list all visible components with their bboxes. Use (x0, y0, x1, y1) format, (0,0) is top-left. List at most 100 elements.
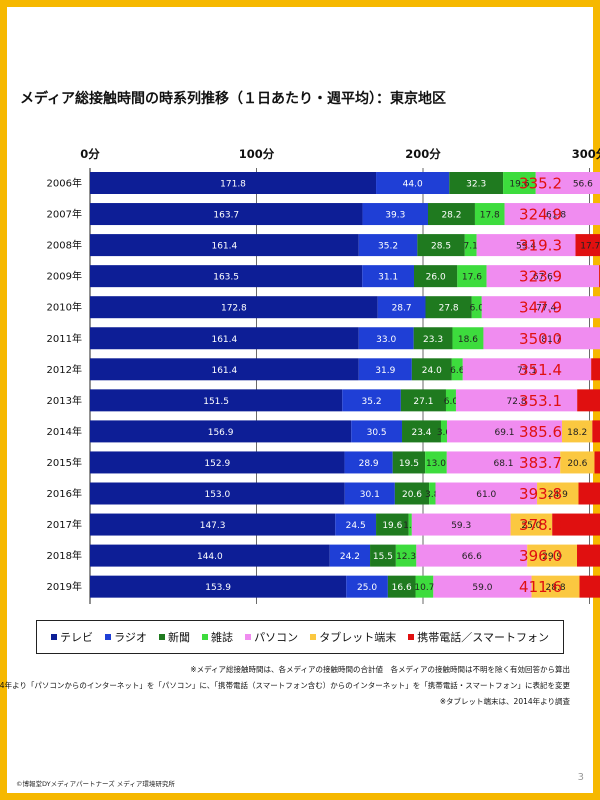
bar-segment (90, 327, 359, 350)
bar-segment (394, 482, 430, 505)
bar-segment (414, 265, 458, 288)
bar-value-label: 27.8 (439, 304, 459, 314)
bar-segment (446, 451, 561, 474)
bar-segment (415, 575, 434, 598)
bar-value-label: 144.0 (197, 552, 223, 562)
legend-swatch (105, 634, 112, 640)
bar-segment (562, 420, 593, 443)
bar-value-label: 59.4 (516, 242, 536, 252)
bar-value-label: 28.7 (392, 304, 412, 314)
bar-value-label: 72.8 (507, 397, 527, 407)
bar-value-label: 25.0 (357, 583, 377, 593)
bar-value-label: 24.9 (548, 490, 568, 500)
bar-segment (90, 234, 359, 257)
bar-segment (392, 451, 426, 474)
bar-segment (552, 513, 600, 536)
total-value-label: 411.6 (519, 578, 562, 596)
bar-segment (358, 327, 414, 350)
bar-value-label: 18.2 (567, 428, 587, 438)
bar-value-label: 153.0 (204, 490, 230, 500)
chart-title: メディア総接触時間の時系列推移（１日あたり・週平均）：東京地区 (20, 91, 447, 107)
bar-value-label: 163.5 (213, 273, 239, 283)
legend-label: 雑誌 (211, 631, 234, 644)
bar-value-label: 24.0 (422, 366, 442, 376)
total-value-label: 353.1 (519, 392, 562, 410)
bar-value-label: 3.8 (425, 490, 440, 500)
bar-value-label: 161.4 (211, 242, 237, 252)
bar-value-label: 17.7 (580, 242, 600, 252)
bar-segment (90, 172, 377, 194)
bar-value-label: 151.5 (203, 397, 229, 407)
total-value-label: 383.7 (519, 454, 562, 472)
bar-segment (400, 389, 446, 412)
bar-segment (474, 203, 505, 226)
note-2: ※2014年より「パソコンからのインターネット」を「パソコン」に、「携帯電話（ス… (0, 681, 570, 690)
legend-item: テレビ (51, 629, 93, 645)
bar-segment (376, 172, 450, 194)
legend-label: 携帯電話／スマートフォン (417, 631, 549, 644)
bar-segment (579, 575, 600, 598)
bar-segment (90, 358, 359, 381)
bar-segment (578, 482, 600, 505)
category-label: 2009年 (47, 270, 82, 283)
total-value-label: 324.9 (519, 206, 562, 224)
bar-value-label: 161.4 (211, 335, 237, 345)
bar-segment (575, 234, 600, 257)
bar-segment (446, 420, 563, 443)
total-value-label: 393.8 (519, 485, 562, 503)
legend-swatch (310, 634, 317, 640)
bar-value-label: 44.0 (403, 180, 423, 190)
category-label: 2017年 (47, 518, 82, 531)
bar-segment (486, 265, 600, 288)
legend-item: 雑誌 (202, 629, 233, 645)
bar-value-label: 13.0 (426, 459, 446, 469)
bar-segment (429, 482, 436, 505)
bar-value-label: 33.0 (376, 335, 396, 345)
legend-item: パソコン (245, 629, 298, 645)
bar-segment (335, 513, 377, 536)
bar-value-label: 161.4 (211, 366, 237, 376)
bar-segment (471, 296, 482, 319)
bar-segment (358, 234, 418, 257)
bar-segment (342, 389, 401, 412)
bar-value-label: 67.6 (533, 273, 553, 283)
bar-value-label: 81.7 (541, 335, 561, 345)
bar-segment (483, 327, 600, 350)
bar-value-label: 156.9 (208, 428, 234, 438)
total-value-label: 319.3 (519, 237, 562, 255)
chart-legend: テレビ ラジオ 新聞 雑誌 パソコン タブレット端末 携帯電話／スマートフォン (36, 620, 564, 654)
bar-segment (531, 575, 580, 598)
note-1: ※メディア総接触時間は、各メディアの接触時間の合計値 各メディアの接触時間は不明… (190, 665, 570, 674)
bar-value-label: 3.6 (437, 428, 452, 438)
bar-segment (462, 358, 592, 381)
bar-value-label: 163.7 (213, 211, 239, 221)
bar-segment (451, 358, 463, 381)
bar-segment (90, 203, 363, 226)
bar-value-label: 25.0 (521, 521, 541, 531)
bar-segment (395, 544, 417, 567)
bar-value-label: 6.6 (450, 366, 465, 376)
bar-value-label: 23.3 (423, 335, 443, 345)
bar-value-label: 27.1 (413, 397, 433, 407)
bar-segment (90, 389, 343, 412)
bar-segment (481, 296, 600, 319)
bar-segment (560, 451, 595, 474)
bar-segment (464, 234, 477, 257)
x-tick-label: 200分 (405, 147, 441, 161)
bar-segment (90, 451, 345, 474)
bar-segment (90, 265, 363, 288)
bar-value-label: 172.8 (221, 304, 247, 314)
legend-swatch (245, 634, 252, 640)
total-value-label: 347.9 (519, 299, 562, 317)
legend-label: 新聞 (167, 631, 190, 644)
legend-item: 携帯電話／スマートフォン (408, 629, 549, 645)
bar-segment (504, 203, 600, 226)
bar-segment (413, 327, 453, 350)
bar-segment (527, 544, 578, 567)
bar-value-label: 26.0 (426, 273, 446, 283)
bar-value-label: 31.1 (378, 273, 398, 283)
bar-segment (329, 544, 371, 567)
bar-value-label: 30.5 (367, 428, 387, 438)
bar-segment (90, 575, 347, 598)
